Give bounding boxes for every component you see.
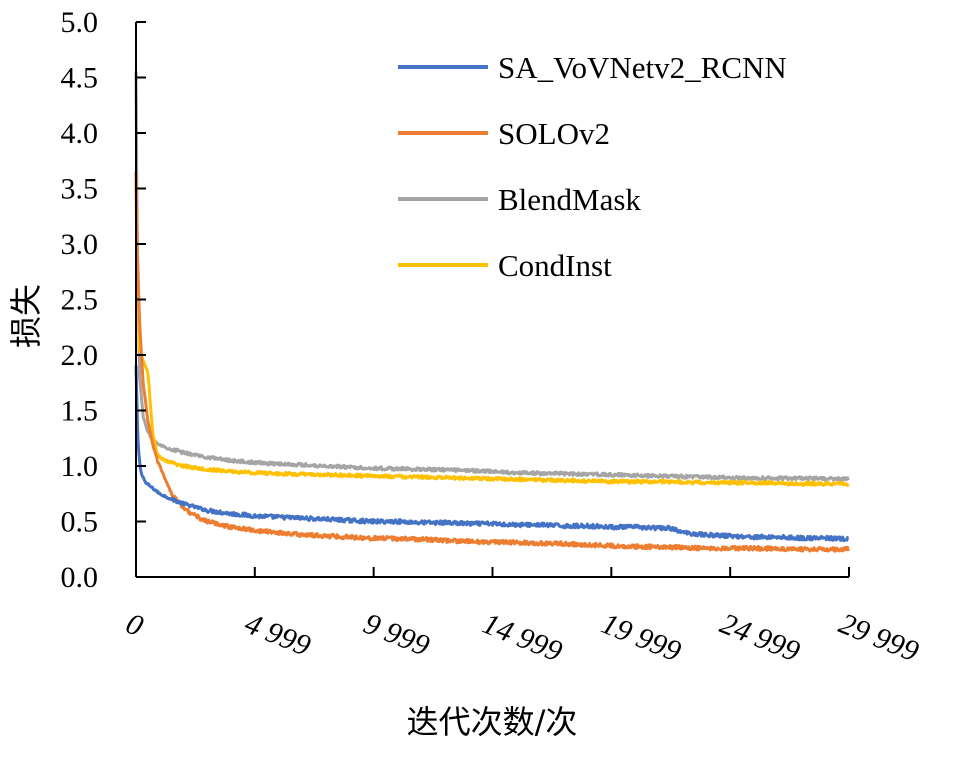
series-line-sa-vovnetv2-rcnn [134,365,850,543]
y-tick-label: 2.0 [61,339,99,372]
y-tick-label: 1.0 [61,450,99,483]
plot-area [134,71,850,553]
y-tick-label: 3.5 [61,173,99,206]
y-tick-label: 5.0 [61,6,99,39]
legend: SA_VoVNetv2_RCNN SOLOv2 BlendMask CondInst [398,50,787,283]
series-line-condinst [134,182,850,487]
y-tick-label: 4.0 [61,117,99,150]
x-tick-label: 4 999 [240,607,315,663]
y-axis: 0.0 0.5 1.0 1.5 2.0 2.5 3.0 3.5 4.0 4.5 5.0 [61,6,146,594]
x-axis: 0 4 999 9 999 14 999 19 999 24 999 29 999 [121,567,923,668]
y-tick-label: 0.0 [61,561,99,594]
x-tick-label: 29 999 [834,607,923,669]
y-axis-title: 损失 [7,284,45,348]
legend-label: SOLOv2 [498,116,610,151]
x-tick-label: 19 999 [597,607,686,669]
x-tick-label: 9 999 [359,607,434,663]
y-tick-label: 1.5 [61,395,99,428]
x-tick-label: 24 999 [716,607,805,669]
x-tick-label: 14 999 [478,607,567,669]
series-line-solov2 [134,171,850,553]
y-tick-label: 2.5 [61,284,99,317]
y-tick-label: 3.0 [61,228,99,261]
x-axis-title: 迭代次数/次 [407,703,578,741]
series-line-blendmask [134,71,850,483]
x-tick-label: 0 [121,607,147,643]
legend-label: SA_VoVNetv2_RCNN [498,50,787,85]
y-tick-label: 0.5 [61,506,99,539]
y-tick-label: 4.5 [61,62,99,95]
legend-label: BlendMask [498,182,641,217]
legend-label: CondInst [498,248,612,283]
